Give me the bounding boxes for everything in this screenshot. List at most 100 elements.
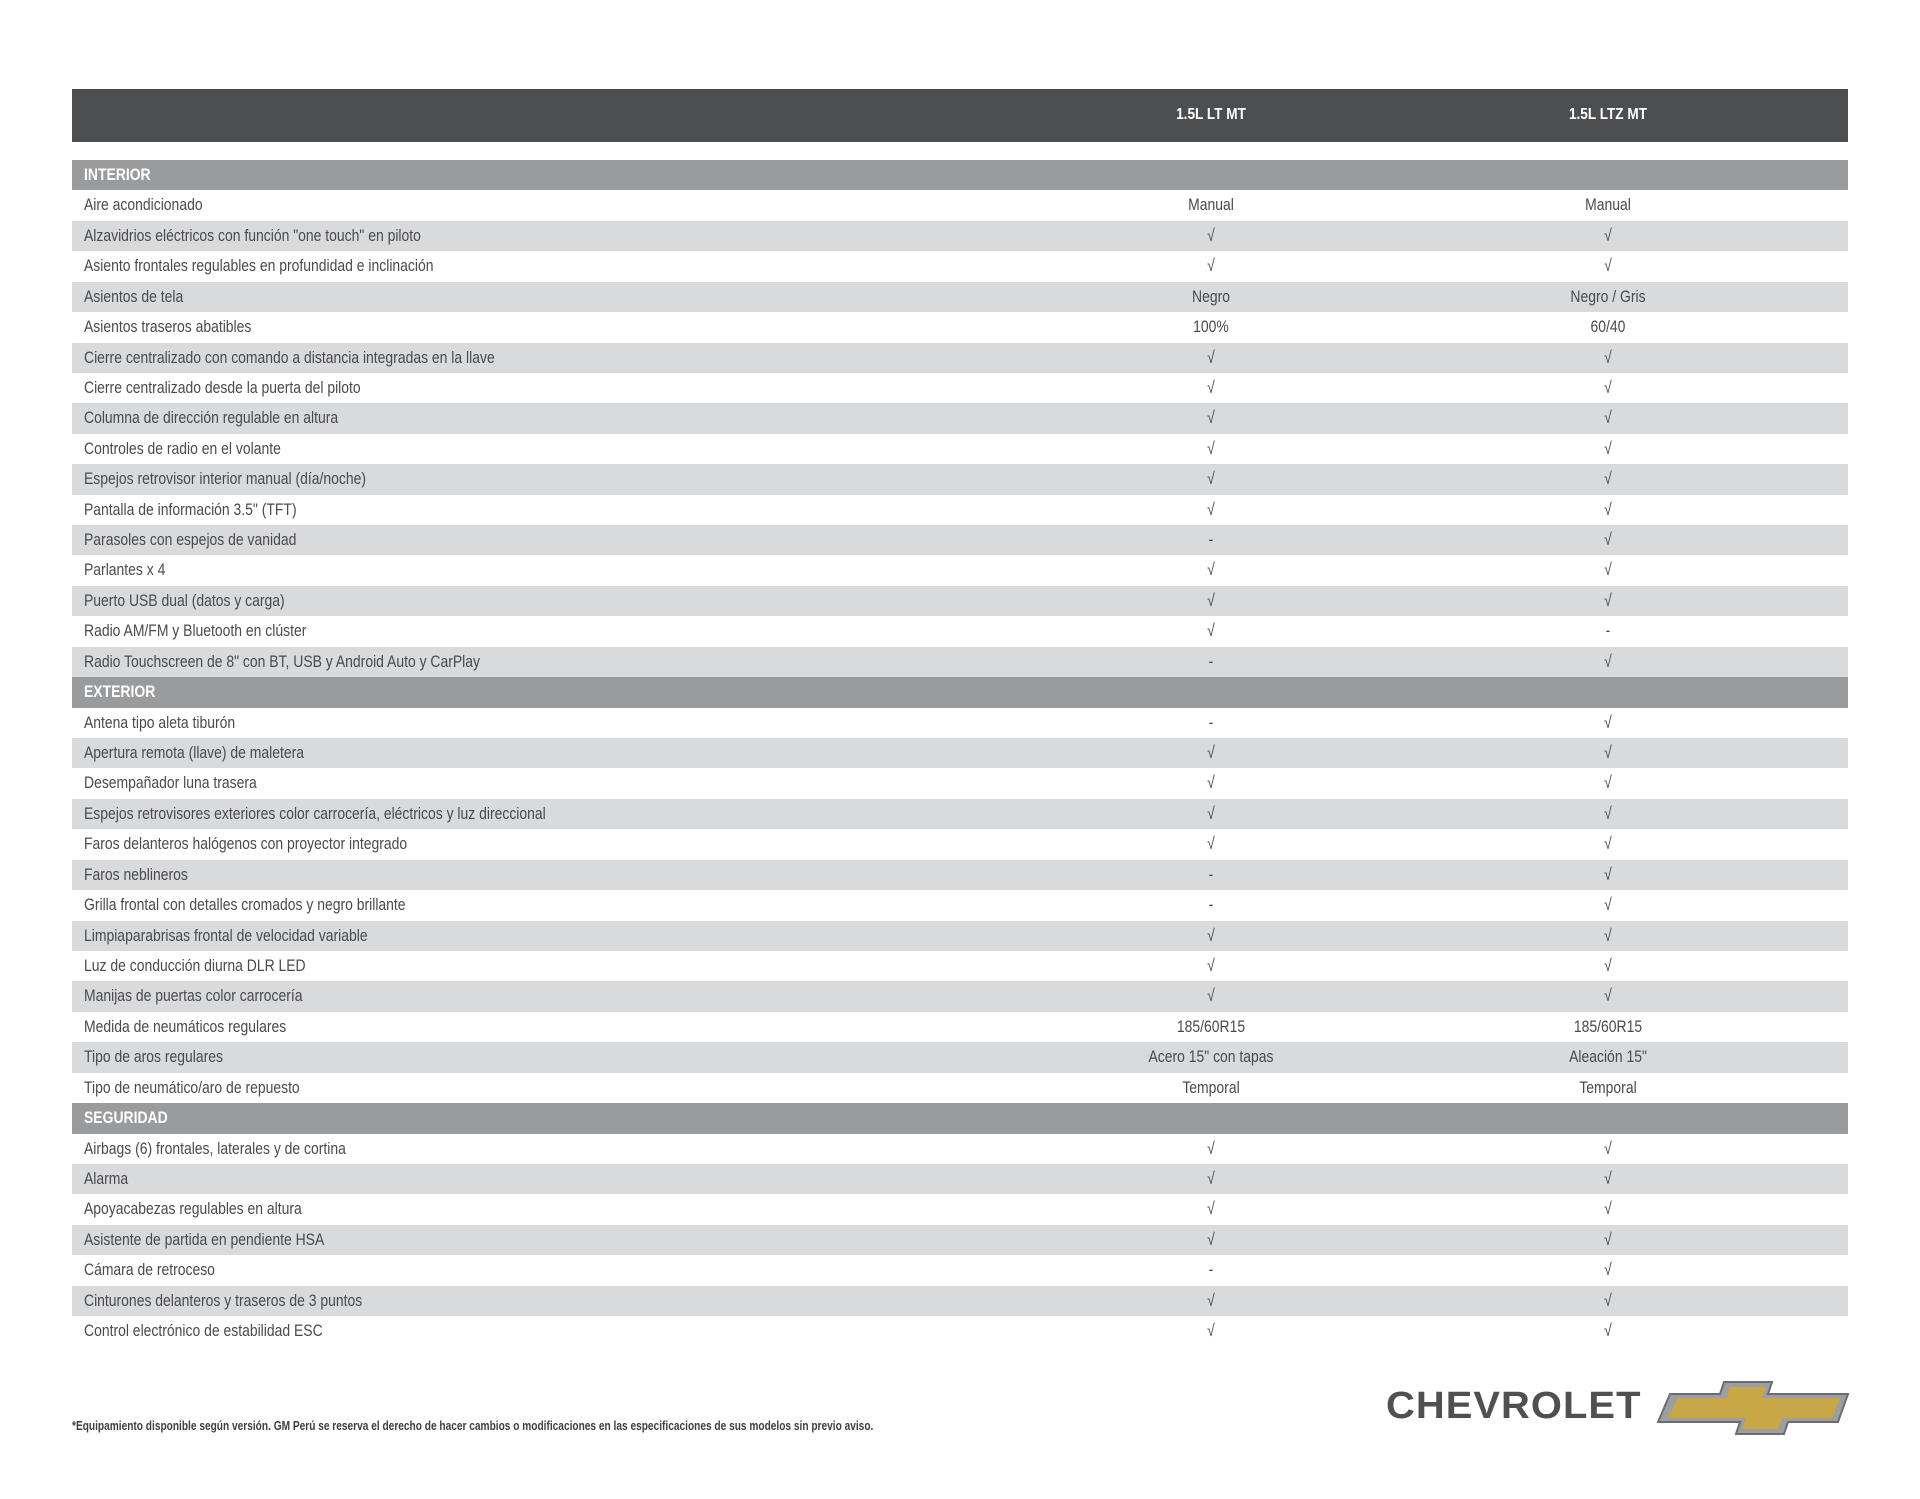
chevrolet-wordmark: CHEVROLET bbox=[1386, 1385, 1642, 1427]
lt-value: √ bbox=[1207, 590, 1215, 610]
feature-label: Antena tipo aleta tiburón bbox=[84, 712, 236, 732]
lt-value: - bbox=[1208, 530, 1214, 550]
feature-label: Pantalla de información 3.5" (TFT) bbox=[84, 499, 297, 519]
lt-value: √ bbox=[1207, 225, 1215, 245]
table-row: Apertura remota (llave) de maletera √ √ bbox=[72, 738, 1848, 769]
table-row: Cierre centralizado con comando a distan… bbox=[72, 342, 1848, 373]
feature-label: Aire acondicionado bbox=[84, 195, 203, 215]
table-row: Desempañador luna trasera √ √ bbox=[72, 768, 1848, 798]
table-row: Puerto USB dual (datos y carga) √ √ bbox=[72, 585, 1848, 617]
ltz-value: √ bbox=[1604, 408, 1612, 428]
table-row: Apoyacabezas regulables en altura √ √ bbox=[72, 1194, 1848, 1224]
lt-value: √ bbox=[1207, 499, 1215, 519]
table-row: Cinturones delanteros y traseros de 3 pu… bbox=[72, 1285, 1848, 1317]
ltz-value: √ bbox=[1604, 560, 1612, 580]
feature-label: Control electrónico de estabilidad ESC bbox=[84, 1321, 323, 1341]
table-row: Radio Touchscreen de 8" con BT, USB y An… bbox=[72, 646, 1848, 678]
table-row: Cámara de retroceso - √ bbox=[72, 1255, 1848, 1285]
table-row: Asientos de tela Negro Negro / Gris bbox=[72, 281, 1848, 313]
ltz-value: √ bbox=[1604, 1290, 1612, 1310]
table-row: Tipo de neumático/aro de repuesto Tempora… bbox=[72, 1073, 1848, 1103]
table-row: Antena tipo aleta tiburón - √ bbox=[72, 708, 1848, 738]
lt-value: √ bbox=[1207, 1321, 1215, 1341]
table-row: Parlantes x 4 √ √ bbox=[72, 555, 1848, 585]
lt-value: 185/60R15 bbox=[1176, 1016, 1246, 1036]
ltz-value: √ bbox=[1604, 256, 1612, 276]
lt-value: √ bbox=[1207, 438, 1215, 458]
table-row: Alarma √ √ bbox=[72, 1163, 1848, 1195]
ltz-value: √ bbox=[1604, 925, 1612, 945]
ltz-value: √ bbox=[1604, 834, 1612, 854]
table-row: Faros delanteros halógenos con proyector… bbox=[72, 829, 1848, 859]
ltz-value: - bbox=[1605, 621, 1611, 641]
lt-value: √ bbox=[1207, 955, 1215, 975]
ltz-value: √ bbox=[1604, 1229, 1612, 1249]
lt-value: √ bbox=[1207, 621, 1215, 641]
ltz-value: Negro / Gris bbox=[1570, 286, 1646, 306]
table-row: Faros neblineros - √ bbox=[72, 859, 1848, 891]
lt-value: √ bbox=[1207, 1229, 1215, 1249]
table-row: Luz de conducción diurna DLR LED √ √ bbox=[72, 951, 1848, 981]
ltz-value: √ bbox=[1604, 377, 1612, 397]
feature-label: Controles de radio en el volante bbox=[84, 438, 281, 458]
lt-value: √ bbox=[1207, 560, 1215, 580]
feature-label: Parlantes x 4 bbox=[84, 560, 166, 580]
ltz-value: √ bbox=[1604, 712, 1612, 732]
lt-value: 100% bbox=[1193, 317, 1229, 337]
table-row: Airbags (6) frontales, laterales y de co… bbox=[72, 1134, 1848, 1164]
chevrolet-bowtie-logo bbox=[1656, 1381, 1850, 1435]
lt-value: Manual bbox=[1188, 195, 1234, 215]
ltz-value: √ bbox=[1604, 347, 1612, 367]
feature-label: Alzavidrios eléctricos con función "one … bbox=[84, 225, 421, 245]
feature-label: Apertura remota (llave) de maletera bbox=[84, 743, 305, 763]
ltz-value: √ bbox=[1604, 469, 1612, 489]
ltz-value: √ bbox=[1604, 225, 1612, 245]
ltz-value: √ bbox=[1604, 1260, 1612, 1280]
feature-label: Cinturones delanteros y traseros de 3 pu… bbox=[84, 1290, 363, 1310]
section-title: SEGURIDAD bbox=[84, 1108, 168, 1128]
table-row: Grilla frontal con detalles cromados y n… bbox=[72, 890, 1848, 920]
ltz-value: √ bbox=[1604, 803, 1612, 823]
table-row: Radio AM/FM y Bluetooth en clúster √ - bbox=[72, 616, 1848, 646]
lt-value: Negro bbox=[1192, 286, 1230, 306]
section-header-interior: INTERIOR bbox=[72, 160, 1848, 191]
feature-label: Columna de dirección regulable en altura bbox=[84, 408, 339, 428]
table-row: Alzavidrios eléctricos con función "one … bbox=[72, 220, 1848, 252]
lt-value: Acero 15" con tapas bbox=[1148, 1047, 1274, 1067]
feature-label: Faros delanteros halógenos con proyector… bbox=[84, 834, 408, 854]
ltz-value: 185/60R15 bbox=[1573, 1016, 1643, 1036]
section-title: EXTERIOR bbox=[84, 682, 156, 702]
lt-value: - bbox=[1208, 651, 1214, 671]
ltz-value: √ bbox=[1604, 1199, 1612, 1219]
ltz-value: 60/40 bbox=[1590, 317, 1626, 337]
table-row: Espejos retrovisores exteriores color ca… bbox=[72, 798, 1848, 830]
table-row: Control electrónico de estabilidad ESC √ √ bbox=[72, 1316, 1848, 1346]
lt-value: √ bbox=[1207, 1199, 1215, 1219]
table-row: Asiento frontales regulables en profundi… bbox=[72, 251, 1848, 281]
lt-value: - bbox=[1208, 1260, 1214, 1280]
table-row: Aire acondicionado Manual Manual bbox=[72, 190, 1848, 220]
lt-value: √ bbox=[1207, 834, 1215, 854]
ltz-value: √ bbox=[1604, 499, 1612, 519]
table-row: Espejos retrovisor interior manual (día/… bbox=[72, 464, 1848, 495]
lt-value: √ bbox=[1207, 925, 1215, 945]
table-row: Asientos traseros abatibles 100% 60/40 bbox=[72, 312, 1848, 342]
lt-value: √ bbox=[1207, 1290, 1215, 1310]
feature-label: Asistente de partida en pendiente HSA bbox=[84, 1229, 325, 1249]
lt-value: √ bbox=[1207, 1168, 1215, 1188]
section-title: INTERIOR bbox=[84, 165, 151, 184]
lt-value: - bbox=[1208, 712, 1214, 732]
lt-value: √ bbox=[1207, 469, 1215, 489]
ltz-value: √ bbox=[1604, 986, 1612, 1006]
ltz-value: √ bbox=[1604, 895, 1612, 915]
table-header: 1.5L LT MT 1.5L LTZ MT bbox=[72, 89, 1848, 142]
ltz-value: Aleación 15" bbox=[1569, 1047, 1647, 1067]
ltz-value: √ bbox=[1604, 590, 1612, 610]
lt-value: √ bbox=[1207, 1138, 1215, 1158]
section-header-seguridad: SEGURIDAD bbox=[72, 1103, 1848, 1134]
table-row: Limpiaparabrisas frontal de velocidad va… bbox=[72, 920, 1848, 951]
ltz-value: √ bbox=[1604, 864, 1612, 884]
table-row: Pantalla de información 3.5" (TFT) √ √ bbox=[72, 495, 1848, 525]
feature-label: Faros neblineros bbox=[84, 864, 188, 884]
feature-label: Tipo de neumático/aro de repuesto bbox=[84, 1077, 300, 1097]
